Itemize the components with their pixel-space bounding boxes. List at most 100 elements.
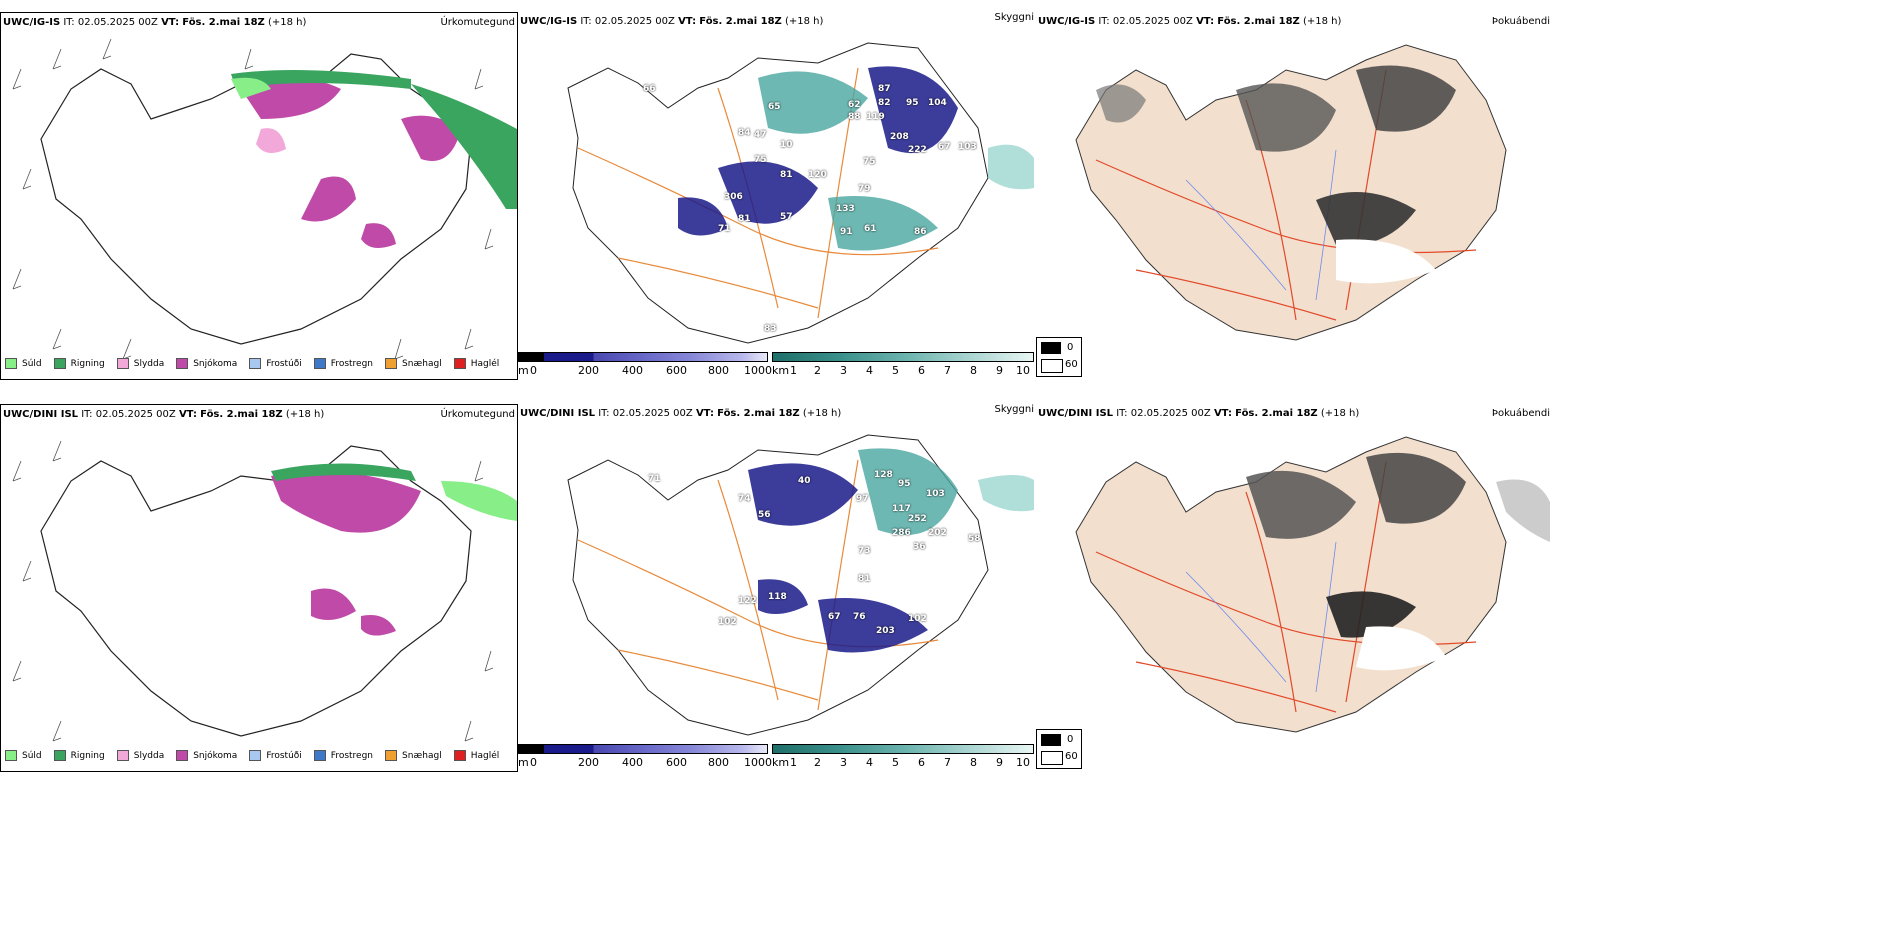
iceland-precip-map <box>12 440 517 742</box>
legend-item: Súld <box>5 750 42 761</box>
ceiling-value-label: 128 <box>874 470 893 480</box>
legend-item: Snæhagl <box>385 358 442 369</box>
ceiling-value-label: 95 <box>898 479 911 489</box>
legend-item: Rigning <box>53 750 105 761</box>
ceiling-value-label: 203 <box>876 626 895 636</box>
ceiling-value-label: 65 <box>768 102 781 112</box>
ceiling-value-label: 95 <box>906 98 919 108</box>
iceland-visibility-map <box>567 42 1034 344</box>
iceland-visibility-map <box>567 434 1034 736</box>
ceiling-value-label: 202 <box>928 528 947 538</box>
fog-legend: 0 60 <box>1036 729 1082 769</box>
legend-item: Súld <box>5 358 42 369</box>
rivers <box>1185 541 1337 693</box>
precip-type-panel-bottom: UWC/DINI ISL IT: 02.05.2025 00Z VT: Fös.… <box>0 404 518 772</box>
fog-legend: 0 60 <box>1036 337 1082 377</box>
panel-title: UWC/IG-IS IT: 02.05.2025 00Z VT: Fös. 2.… <box>1038 16 1342 27</box>
legend-item: Slydda <box>116 750 164 761</box>
ceiling-value-label: 117 <box>892 504 911 514</box>
ceiling-value-label: 71 <box>648 474 661 484</box>
panel-title: UWC/DINI ISL IT: 02.05.2025 00Z VT: Fös.… <box>1038 408 1360 419</box>
ceiling-value-label: 102 <box>908 614 927 624</box>
ceiling-value-label: 104 <box>928 98 947 108</box>
visibility-panel-top: UWC/IG-IS IT: 02.05.2025 00Z VT: Fös. 2.… <box>518 12 1082 382</box>
ceiling-value-label: 73 <box>858 546 871 556</box>
ceiling-value-label: 81 <box>858 574 871 584</box>
fog-indicator-panel-bottom: UWC/DINI ISL IT: 02.05.2025 00Z VT: Fös.… <box>1036 404 1550 764</box>
ceiling-value-label: 81 <box>738 214 751 224</box>
ceiling-value-label: 62 <box>848 100 861 110</box>
ceiling-value-label: 81 <box>780 170 793 180</box>
panel-title: UWC/IG-IS IT: 02.05.2025 00Z VT: Fös. 2.… <box>3 17 307 28</box>
ceiling-value-label: 66 <box>643 84 656 94</box>
ceiling-value-label: 57 <box>780 212 793 222</box>
legend-item: Frostregn <box>313 750 373 761</box>
ceiling-value-label: 286 <box>892 528 911 538</box>
ceiling-value-label: 86 <box>914 227 927 237</box>
ceiling-value-label: 58 <box>968 534 981 544</box>
ceiling-value-label: 61 <box>864 224 877 234</box>
ceiling-value-label: 84 <box>738 128 751 138</box>
ceiling-value-label: 119 <box>866 112 885 122</box>
ceiling-colorbar: m 0 200 400 600 800 1000 <box>518 352 772 382</box>
ceiling-value-label: 83 <box>764 324 777 334</box>
wind-barbs <box>12 38 494 360</box>
precip-legend: Súld Rigning Slydda Snjókoma Frostúði Fr… <box>5 358 511 369</box>
legend-item: Snæhagl <box>385 750 442 761</box>
precip-legend: Súld Rigning Slydda Snjókoma Frostúði Fr… <box>5 750 511 761</box>
legend-item: Slydda <box>116 358 164 369</box>
legend-item: Rigning <box>53 358 105 369</box>
ceiling-value-label: 76 <box>853 612 866 622</box>
precip-type-panel-top: UWC/IG-IS IT: 02.05.2025 00Z VT: Fös. 2.… <box>0 12 518 380</box>
visibility-colorbar: km 1 2 3 4 5 6 7 8 9 10 <box>772 744 1034 774</box>
ceiling-value-label: 74 <box>738 494 751 504</box>
ceiling-value-label: 10 <box>780 140 793 150</box>
ceiling-value-label: 97 <box>856 494 869 504</box>
ceiling-value-label: 208 <box>890 132 909 142</box>
ceiling-value-label: 120 <box>808 170 827 180</box>
legend-item: Frostúði <box>249 358 302 369</box>
panel-param-name: Skyggni <box>994 404 1034 415</box>
ceiling-value-label: 91 <box>840 227 853 237</box>
ceiling-value-label: 88 <box>848 112 861 122</box>
ceiling-value-label: 67 <box>828 612 841 622</box>
ceiling-value-label: 75 <box>754 155 767 165</box>
panel-title: UWC/DINI ISL IT: 02.05.2025 00Z VT: Fös.… <box>520 408 842 419</box>
legend-item: Haglél <box>453 358 499 369</box>
fog-indicator-panel-top: UWC/IG-IS IT: 02.05.2025 00Z VT: Fös. 2.… <box>1036 12 1550 372</box>
ceiling-value-label: 36 <box>913 542 926 552</box>
ceiling-value-label: 103 <box>958 142 977 152</box>
ceiling-value-label: 47 <box>754 130 767 140</box>
panel-title: UWC/IG-IS IT: 02.05.2025 00Z VT: Fös. 2.… <box>520 16 824 27</box>
iceland-precip-map <box>12 38 517 360</box>
ceiling-value-label: 306 <box>724 192 743 202</box>
panel-param-name: Skyggni <box>994 12 1034 23</box>
ceiling-value-label: 71 <box>718 224 731 234</box>
panel-param-name: Úrkomutegund <box>440 409 515 420</box>
iceland-fog-map <box>1075 436 1550 733</box>
ceiling-value-label: 56 <box>758 510 771 520</box>
panel-param-name: Úrkomutegund <box>440 17 515 28</box>
ceiling-value-label: 82 <box>878 98 891 108</box>
legend-item: Frostregn <box>313 358 373 369</box>
ceiling-value-label: 252 <box>908 514 927 524</box>
ceiling-value-label: 40 <box>798 476 811 486</box>
ceiling-value-label: 222 <box>908 145 927 155</box>
visibility-panel-bottom: UWC/DINI ISL IT: 02.05.2025 00Z VT: Fös.… <box>518 404 1082 774</box>
ceiling-value-label: 87 <box>878 84 891 94</box>
wind-barbs <box>12 440 494 742</box>
legend-item: Haglél <box>453 750 499 761</box>
ceiling-colorbar: m 0 200 400 600 800 1000 <box>518 744 772 774</box>
legend-item: Frostúði <box>249 750 302 761</box>
ceiling-value-label: 79 <box>858 184 871 194</box>
ceiling-value-label: 133 <box>836 204 855 214</box>
panel-param-name: Þokuábendi <box>1491 16 1550 27</box>
rivers <box>1185 149 1337 301</box>
ceiling-value-label: 75 <box>863 157 876 167</box>
iceland-fog-map <box>1075 44 1507 341</box>
panel-param-name: Þokuábendi <box>1491 408 1550 419</box>
ceiling-value-label: 102 <box>718 617 737 627</box>
ceiling-value-label: 122 <box>738 596 757 606</box>
ceiling-value-label: 118 <box>768 592 787 602</box>
ceiling-value-label: 103 <box>926 489 945 499</box>
